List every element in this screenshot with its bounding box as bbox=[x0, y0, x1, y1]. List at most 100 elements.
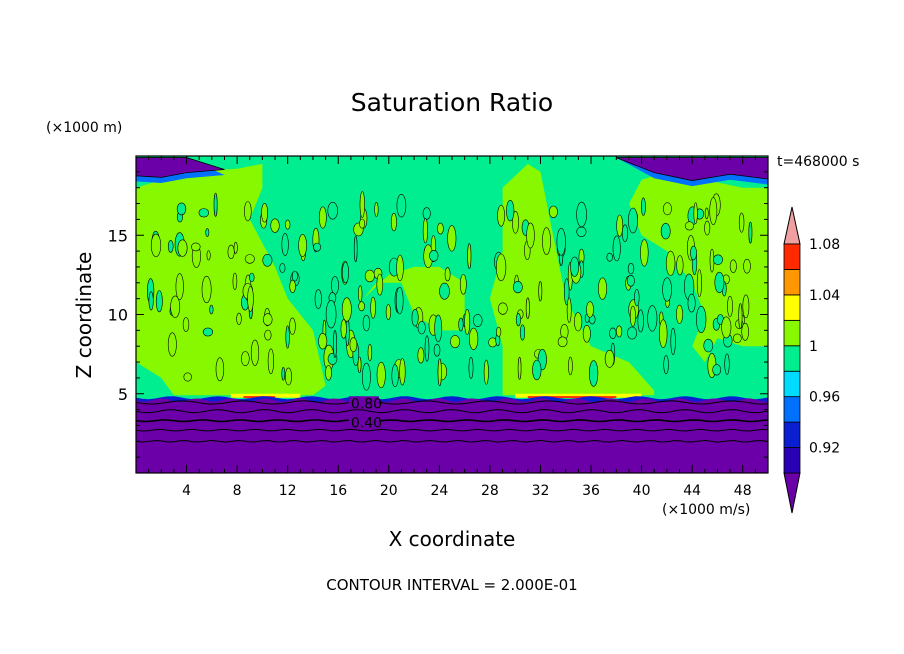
contour-cell bbox=[556, 228, 566, 256]
contour-cell bbox=[417, 347, 425, 364]
contour-cell bbox=[284, 367, 292, 386]
x-tick-label: 28 bbox=[481, 483, 499, 499]
supersaturated-region bbox=[363, 266, 465, 331]
contour-cell bbox=[464, 308, 471, 335]
contour-cell bbox=[727, 295, 733, 317]
contour-cell bbox=[361, 362, 371, 391]
contour-cell bbox=[201, 275, 212, 304]
contour-cell bbox=[542, 227, 551, 255]
colorbar-swatch bbox=[783, 370, 801, 398]
contour-cell bbox=[743, 258, 751, 274]
x-axis-label: X coordinate bbox=[388, 527, 516, 551]
contour-cell bbox=[391, 364, 399, 388]
contour-cell bbox=[738, 212, 745, 233]
colorbar: 0.92 0.96 1 1.04 1.08 bbox=[783, 206, 840, 514]
contour-cell bbox=[696, 305, 707, 334]
contour-cell bbox=[175, 273, 184, 301]
contour-cell bbox=[422, 207, 431, 220]
contour-cell bbox=[612, 235, 621, 262]
contour-cell bbox=[586, 301, 594, 318]
contour-cell bbox=[318, 206, 327, 229]
contour-cell bbox=[289, 317, 296, 335]
contour-cell bbox=[353, 235, 358, 263]
contour-cell bbox=[183, 372, 192, 382]
contour-cell bbox=[385, 304, 392, 320]
contour-cell bbox=[570, 256, 580, 277]
contour-cell bbox=[262, 253, 273, 267]
colorbar-swatch bbox=[783, 294, 801, 321]
contour-cell bbox=[285, 219, 291, 230]
contour-cell bbox=[458, 317, 464, 332]
colorbar-swatch bbox=[783, 345, 801, 372]
contour-cell bbox=[359, 191, 365, 218]
contour-cell bbox=[213, 192, 218, 217]
contour-cell bbox=[738, 303, 743, 329]
contour-cell bbox=[198, 208, 210, 218]
colorbar-label: 1 bbox=[809, 339, 818, 355]
colorbar-swatch bbox=[783, 243, 801, 270]
contour-cell bbox=[704, 220, 711, 236]
contour-cell bbox=[637, 309, 644, 333]
contour-cell bbox=[576, 226, 587, 238]
contour-cell bbox=[244, 201, 252, 222]
contour-cell bbox=[538, 281, 543, 302]
contour-cell bbox=[249, 272, 255, 283]
contour-cell bbox=[270, 218, 280, 233]
x-tick-label: 40 bbox=[633, 483, 651, 499]
contour-cell bbox=[662, 277, 672, 302]
contour-cell bbox=[647, 305, 658, 332]
contour-cell bbox=[662, 202, 672, 216]
contour-cell bbox=[396, 254, 404, 282]
contour-cell bbox=[497, 302, 508, 315]
contour-cell bbox=[244, 254, 255, 264]
contour-cell bbox=[341, 261, 349, 284]
supersat-strip bbox=[515, 393, 642, 398]
contour-cell bbox=[241, 351, 250, 366]
contour-cell bbox=[517, 356, 522, 380]
contour-cell bbox=[621, 224, 629, 242]
contour-cell bbox=[582, 324, 591, 343]
contour-cell bbox=[628, 207, 638, 234]
contour-cell bbox=[732, 333, 742, 343]
contour-cell bbox=[349, 337, 358, 353]
contour-cell bbox=[261, 203, 268, 223]
contour-cell bbox=[279, 263, 286, 273]
contour-cell bbox=[318, 333, 328, 350]
contour-cell bbox=[341, 297, 352, 322]
contour-cell bbox=[437, 358, 442, 387]
contour-cell bbox=[205, 228, 210, 237]
colorbar-swatch bbox=[783, 269, 801, 296]
contour-cell bbox=[182, 317, 190, 332]
x-tick-label: 16 bbox=[329, 483, 347, 499]
contour-cell bbox=[325, 365, 332, 381]
contour-cell bbox=[609, 327, 617, 339]
contour-cell bbox=[640, 239, 649, 267]
x-tick-label: 4 bbox=[182, 483, 191, 499]
contour-cell bbox=[515, 313, 521, 327]
contour-label: 0.40 bbox=[351, 415, 382, 431]
contour-cell bbox=[469, 327, 479, 351]
contour-cell bbox=[557, 336, 568, 348]
contour-cell bbox=[627, 326, 638, 340]
contour-cell bbox=[675, 304, 683, 324]
x-tick-label: 44 bbox=[683, 483, 701, 499]
contour-cell bbox=[532, 359, 542, 381]
contour-cell bbox=[376, 273, 384, 296]
contour-line bbox=[136, 419, 768, 423]
contour-cell bbox=[566, 297, 572, 323]
contour-cell bbox=[704, 207, 709, 220]
contour-cell bbox=[665, 250, 676, 276]
contour-cell bbox=[155, 290, 163, 313]
contour-cell bbox=[264, 329, 272, 341]
contour-cell bbox=[709, 197, 718, 226]
contour-cell bbox=[340, 319, 347, 339]
contour-cell bbox=[358, 301, 365, 312]
contour-cell bbox=[176, 202, 187, 216]
contour-cell bbox=[150, 233, 162, 257]
contour-cell bbox=[370, 296, 376, 319]
contour-cell bbox=[676, 255, 684, 276]
contour-cell bbox=[519, 324, 526, 341]
contour-cell bbox=[690, 245, 697, 261]
